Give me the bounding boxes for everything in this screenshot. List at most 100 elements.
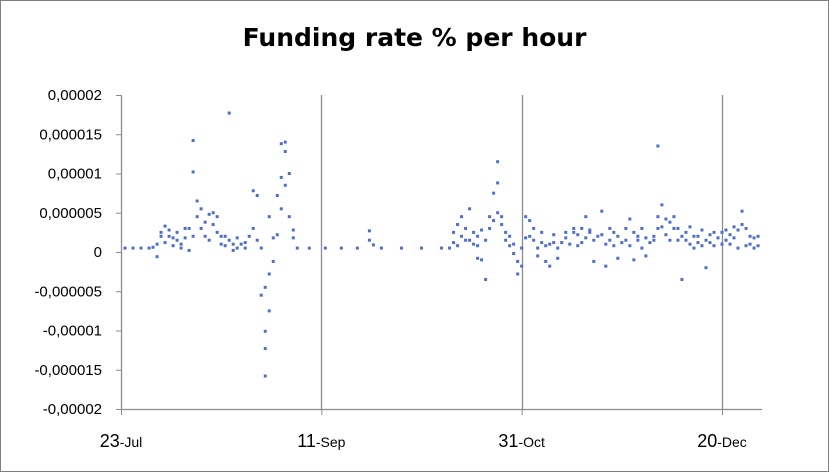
data-point — [207, 212, 211, 216]
data-point — [243, 241, 247, 245]
data-point — [524, 236, 528, 240]
data-point — [464, 226, 468, 230]
y-tick-label: -0,000015 — [34, 362, 102, 379]
data-point — [187, 248, 191, 252]
data-point — [203, 234, 207, 238]
data-point — [191, 170, 195, 174]
data-point — [708, 233, 712, 237]
data-point — [255, 193, 259, 197]
data-point — [279, 175, 283, 179]
data-point — [211, 223, 215, 227]
data-point — [572, 230, 576, 234]
data-point — [239, 242, 243, 246]
data-point — [704, 266, 708, 270]
data-point — [179, 246, 183, 250]
data-point — [183, 226, 187, 230]
data-point — [159, 230, 163, 234]
data-point — [367, 229, 371, 233]
data-point — [644, 254, 648, 258]
data-point — [247, 234, 251, 238]
gridlines — [320, 95, 724, 409]
data-point — [512, 252, 516, 256]
data-point — [259, 293, 263, 297]
data-point — [668, 220, 672, 224]
data-point — [516, 272, 520, 276]
data-point — [556, 256, 560, 260]
data-point — [508, 244, 512, 248]
data-point — [355, 246, 359, 250]
data-point — [688, 242, 692, 246]
data-point — [616, 256, 620, 260]
data-point — [195, 215, 199, 219]
data-point — [496, 211, 500, 215]
data-point — [756, 234, 760, 238]
data-point — [632, 258, 636, 262]
data-point — [632, 230, 636, 234]
data-point — [488, 215, 492, 219]
data-point — [155, 255, 159, 259]
data-point — [420, 246, 423, 250]
data-point — [151, 245, 155, 249]
data-point — [680, 234, 684, 238]
data-point — [556, 246, 560, 250]
data-point — [592, 238, 596, 242]
data-point — [199, 226, 203, 230]
data-point — [275, 233, 279, 237]
data-point — [628, 244, 632, 248]
data-point — [235, 236, 239, 240]
data-point — [476, 256, 480, 260]
data-point — [588, 230, 592, 234]
data-point — [544, 259, 548, 263]
x-tick-label: 11-Sep — [297, 431, 345, 451]
data-point — [484, 277, 488, 281]
data-point — [552, 233, 556, 237]
data-point — [640, 246, 644, 250]
data-point — [588, 228, 592, 232]
data-point — [564, 230, 568, 234]
data-point — [476, 234, 480, 238]
data-point — [652, 238, 656, 242]
data-point — [692, 234, 696, 238]
data-point — [440, 246, 444, 250]
data-point — [279, 142, 283, 146]
data-point — [263, 374, 267, 378]
data-point — [215, 215, 219, 219]
data-point — [504, 238, 508, 242]
data-point — [291, 228, 295, 232]
data-point — [291, 236, 295, 240]
data-point — [560, 241, 564, 245]
data-point — [664, 217, 668, 221]
data-point — [744, 244, 748, 248]
data-point — [504, 230, 508, 234]
data-point — [215, 230, 219, 234]
data-point — [604, 242, 608, 246]
data-point — [572, 226, 576, 230]
data-point — [744, 226, 748, 230]
data-point — [548, 264, 552, 268]
data-point — [624, 238, 628, 242]
data-point — [656, 226, 660, 230]
data-point — [592, 259, 596, 263]
data-point — [664, 233, 668, 237]
data-point — [488, 226, 492, 230]
data-point — [700, 244, 704, 248]
data-point — [580, 226, 584, 230]
data-point — [183, 236, 187, 240]
data-point — [600, 209, 604, 213]
data-point — [720, 242, 724, 246]
data-point — [724, 238, 728, 242]
data-point — [251, 226, 255, 230]
data-point — [576, 233, 580, 237]
data-point — [732, 236, 736, 240]
data-point — [552, 241, 556, 245]
data-point — [267, 215, 271, 219]
data-point — [584, 236, 588, 240]
data-point — [219, 234, 223, 238]
data-point — [608, 226, 612, 230]
data-point — [464, 238, 468, 242]
data-points — [123, 111, 760, 378]
data-point — [251, 189, 255, 193]
data-point — [652, 234, 656, 238]
y-tick-labels: 0,00002 0,000015 0,00001 0,000005 0 -0,000005… — [34, 87, 102, 418]
